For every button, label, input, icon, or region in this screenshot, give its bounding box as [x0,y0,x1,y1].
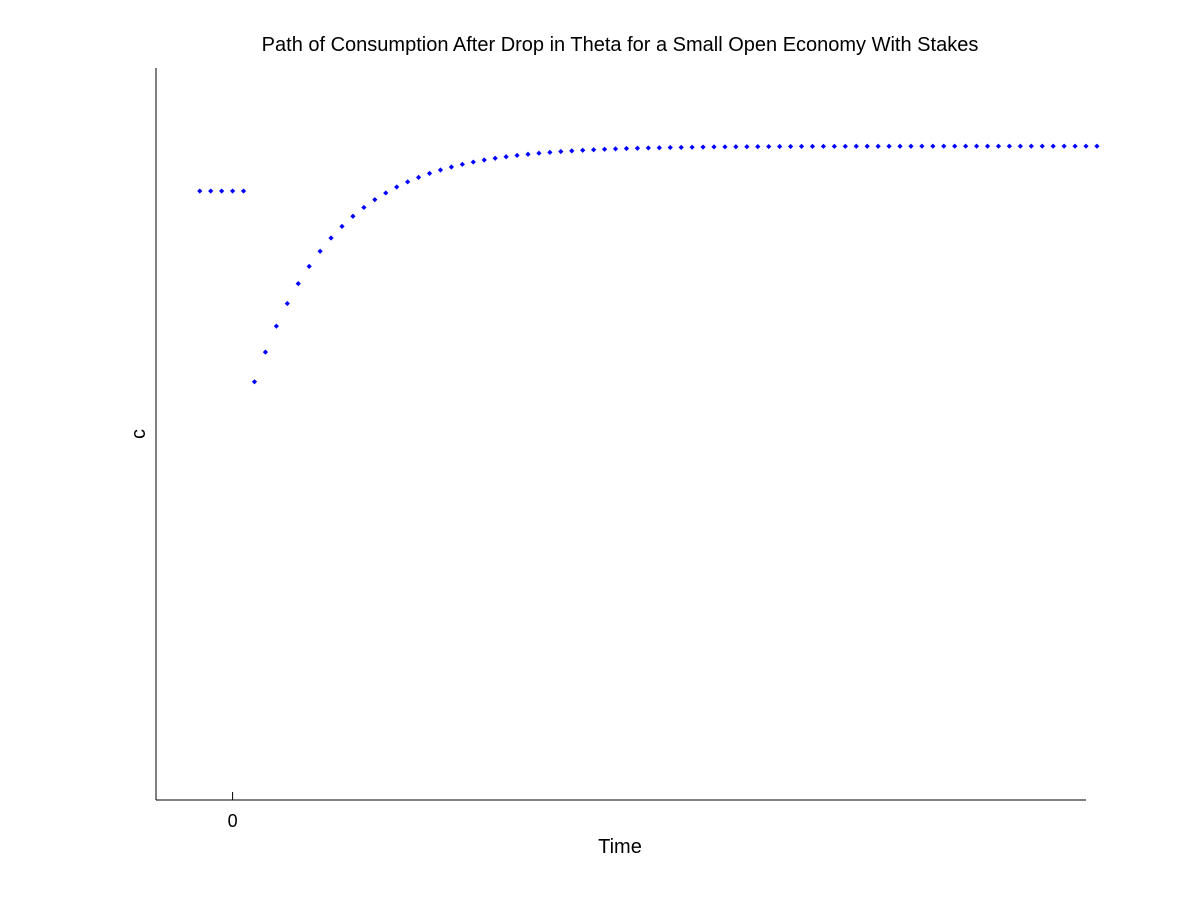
data-point [623,145,630,152]
data-point [711,144,717,150]
data-point [547,149,553,155]
data-point [645,145,651,151]
data-point [208,188,214,194]
data-point [995,143,1002,149]
data-point [853,143,859,149]
y-axis-label: c [128,429,150,439]
data-point [229,188,236,194]
data-point [437,167,444,173]
data-point [361,204,367,211]
data-point [1039,143,1045,149]
data-point [295,281,301,287]
data-point [405,179,411,185]
data-point [656,145,662,151]
data-point [722,144,728,150]
data-point [394,184,400,190]
data-point [372,197,378,203]
data-point [787,143,794,150]
data-point [755,144,761,150]
data-point [930,143,936,149]
data-point [1017,143,1023,149]
data-point [503,154,509,160]
data-point [514,152,520,159]
data-point [820,143,827,149]
data-point [1028,143,1034,149]
data-point [197,188,203,194]
x-tick-label: 0 [228,811,238,831]
data-point [908,143,914,149]
data-points [197,143,1100,385]
data-point [809,143,816,149]
data-point [591,147,597,153]
data-point [612,146,619,152]
data-point [415,174,422,180]
data-point [470,159,476,165]
data-point [558,148,564,155]
data-point [963,143,969,149]
data-point [864,143,870,149]
data-point [1083,143,1089,149]
data-point [678,144,684,150]
data-point [689,144,695,150]
data-point [251,379,258,385]
data-point [350,213,356,219]
data-point [536,150,542,156]
data-point [481,157,487,163]
data-point [580,147,586,153]
data-point [240,188,247,194]
data-point [952,143,958,149]
data-point [1061,143,1067,149]
data-point [634,145,641,151]
data-point [875,143,881,149]
data-point [601,146,608,152]
data-point [1006,143,1013,149]
data-point [426,170,433,177]
data-point [831,143,837,149]
chart-title: Path of Consumption After Drop in Theta … [262,34,979,56]
x-axis-label: Time [598,836,642,858]
data-point [317,248,323,254]
data-point [941,143,947,149]
data-point [798,143,805,149]
data-point [448,164,455,170]
data-point [1094,143,1100,149]
data-point [569,148,575,154]
data-point [744,144,750,150]
data-point [1050,143,1056,149]
data-point [700,144,706,150]
data-point [973,143,980,149]
data-point [525,151,531,157]
data-point [919,143,925,149]
data-point [284,300,290,307]
data-point [897,143,903,149]
data-point [984,143,991,149]
data-point [886,143,892,149]
data-point [667,144,673,151]
data-point [492,155,498,161]
data-point [273,323,279,329]
x-ticks: 0 [228,792,238,831]
data-point [733,144,739,150]
data-point [306,263,312,269]
data-point [766,143,772,150]
data-point [777,143,783,150]
data-point [459,161,465,167]
data-point [339,223,345,230]
data-point [328,235,334,241]
data-point [842,143,848,149]
data-point [262,349,269,355]
data-point [1072,143,1078,149]
data-point [219,188,225,194]
data-point [383,190,389,196]
